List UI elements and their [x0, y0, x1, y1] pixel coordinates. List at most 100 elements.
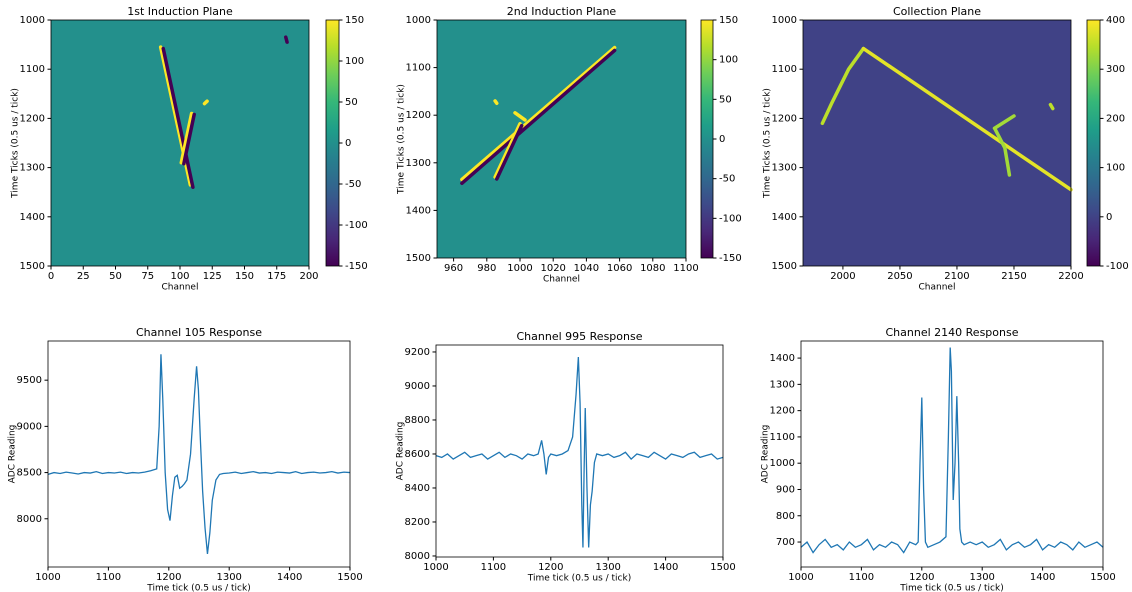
x-tick-label: 150 — [235, 271, 254, 282]
x-tick-label: 960 — [444, 263, 463, 274]
x-tick-label: 1100 — [849, 572, 874, 583]
y-tick-label: 900 — [776, 484, 795, 495]
x-tick-label: 1400 — [1030, 572, 1055, 583]
x-tick-label: 1100 — [673, 263, 698, 274]
line-series — [47, 354, 351, 554]
colorbar-tick-label: 300 — [1106, 64, 1125, 75]
x-tick-label: 75 — [141, 271, 154, 282]
y-tick-label: 9000 — [17, 421, 42, 432]
y-tick-label: 1200 — [770, 406, 795, 417]
y-tick-label: 1300 — [772, 163, 797, 174]
y-tick-label: 1300 — [770, 379, 795, 390]
x-tick-label: 1400 — [277, 572, 302, 583]
y-axis-label: Time Ticks (0.5 us / tick) — [11, 88, 21, 199]
y-tick-label: 1100 — [772, 64, 797, 75]
colorbar-tick-label: 200 — [1106, 113, 1125, 124]
x-tick-label: 1000 — [423, 562, 448, 573]
x-tick-label: 1200 — [909, 572, 934, 583]
colorbar-tick-label: 400 — [1106, 15, 1125, 26]
x-tick-label: 1400 — [653, 562, 678, 573]
x-tick-label: 1500 — [337, 572, 362, 583]
colorbar-tick-label: 100 — [719, 55, 738, 66]
y-axis-label: Time Ticks (0.5 us / tick) — [763, 88, 773, 199]
x-tick-label: 980 — [477, 263, 496, 274]
x-tick-label: 2000 — [830, 271, 855, 282]
x-tick-label: 1300 — [969, 572, 994, 583]
x-tick-label: 1080 — [640, 263, 665, 274]
y-tick-label: 8800 — [405, 415, 430, 426]
y-tick-label: 1400 — [772, 212, 797, 223]
track — [460, 45, 617, 182]
colorbar-tick-label: 150 — [719, 15, 738, 26]
track — [161, 46, 195, 190]
x-axis-label: Time tick (0.5 us / tick) — [899, 584, 1003, 592]
x-tick-label: 1000 — [788, 572, 813, 583]
x-tick-label: 1000 — [507, 263, 532, 274]
x-tick-label: 1200 — [538, 562, 563, 573]
chart-title: Channel 105 Response — [136, 326, 262, 339]
colorbar-tick-label: 50 — [345, 97, 358, 108]
y-tick-label: 800 — [776, 511, 795, 522]
heatmap-background — [803, 20, 1071, 266]
colorbar-tick-label: -100 — [719, 213, 742, 224]
y-tick-label: 1400 — [406, 205, 431, 216]
colorbar-tick-label: 0 — [1106, 212, 1112, 223]
x-tick-label: 2200 — [1058, 271, 1083, 282]
x-tick-label: 1300 — [216, 572, 241, 583]
x-tick-label: 175 — [267, 271, 286, 282]
chart-title: 2nd Induction Plane — [507, 5, 617, 18]
colorbar-tick-label: 0 — [345, 138, 351, 149]
colorbar-tick-label: -100 — [1106, 261, 1129, 272]
y-tick-label: 1100 — [406, 63, 431, 74]
track — [202, 99, 209, 106]
x-axis-label: Channel — [919, 283, 956, 293]
y-tick-label: 1000 — [772, 15, 797, 26]
x-tick-label: 1000 — [35, 572, 60, 583]
track — [992, 126, 1012, 177]
y-tick-label: 1100 — [770, 432, 795, 443]
y-axis-label: Time Ticks (0.5 us / tick) — [397, 84, 407, 195]
x-tick-label: 1500 — [1090, 572, 1115, 583]
y-tick-label: 1400 — [770, 353, 795, 364]
x-tick-label: 200 — [299, 271, 318, 282]
line-series — [800, 347, 1104, 554]
track — [513, 111, 527, 122]
chart-title: Channel 995 Response — [517, 330, 643, 343]
y-tick-label: 8000 — [17, 514, 42, 525]
y-tick-label: 1500 — [406, 253, 431, 264]
track — [460, 48, 617, 186]
colorbar — [325, 19, 340, 267]
track — [182, 112, 196, 166]
colorbar — [1086, 19, 1101, 267]
y-tick-label: 1000 — [20, 15, 45, 26]
colorbar-tick-label: -150 — [345, 261, 368, 272]
y-tick-label: 9200 — [405, 347, 430, 358]
chart-title: 1st Induction Plane — [127, 5, 233, 18]
colorbar-tick-label: 100 — [345, 56, 364, 67]
x-tick-label: 2100 — [944, 271, 969, 282]
y-tick-label: 9000 — [405, 381, 430, 392]
colorbar-tick-label: 50 — [719, 94, 732, 105]
y-tick-label: 1000 — [406, 15, 431, 26]
axes-frame — [47, 340, 351, 568]
track — [495, 123, 524, 181]
y-tick-label: 1300 — [20, 163, 45, 174]
x-axis-label: Time tick (0.5 us / tick) — [527, 574, 631, 584]
axes-frame — [802, 19, 1072, 267]
track — [493, 99, 499, 106]
y-tick-label: 1000 — [770, 458, 795, 469]
axes-frame — [435, 344, 724, 558]
y-tick-label: 1100 — [20, 64, 45, 75]
chart-title: Collection Plane — [893, 5, 981, 18]
x-tick-label: 1060 — [607, 263, 632, 274]
colorbar — [700, 19, 714, 259]
colorbar-tick-label: 150 — [345, 15, 364, 26]
x-tick-label: 25 — [77, 271, 90, 282]
x-tick-label: 0 — [48, 271, 54, 282]
x-tick-label: 2150 — [1001, 271, 1026, 282]
y-tick-label: 1200 — [772, 113, 797, 124]
y-tick-label: 8500 — [17, 468, 42, 479]
colorbar-tick-label: -50 — [345, 179, 361, 190]
axes-frame — [436, 19, 687, 259]
chart-title: Channel 2140 Response — [886, 326, 1019, 339]
